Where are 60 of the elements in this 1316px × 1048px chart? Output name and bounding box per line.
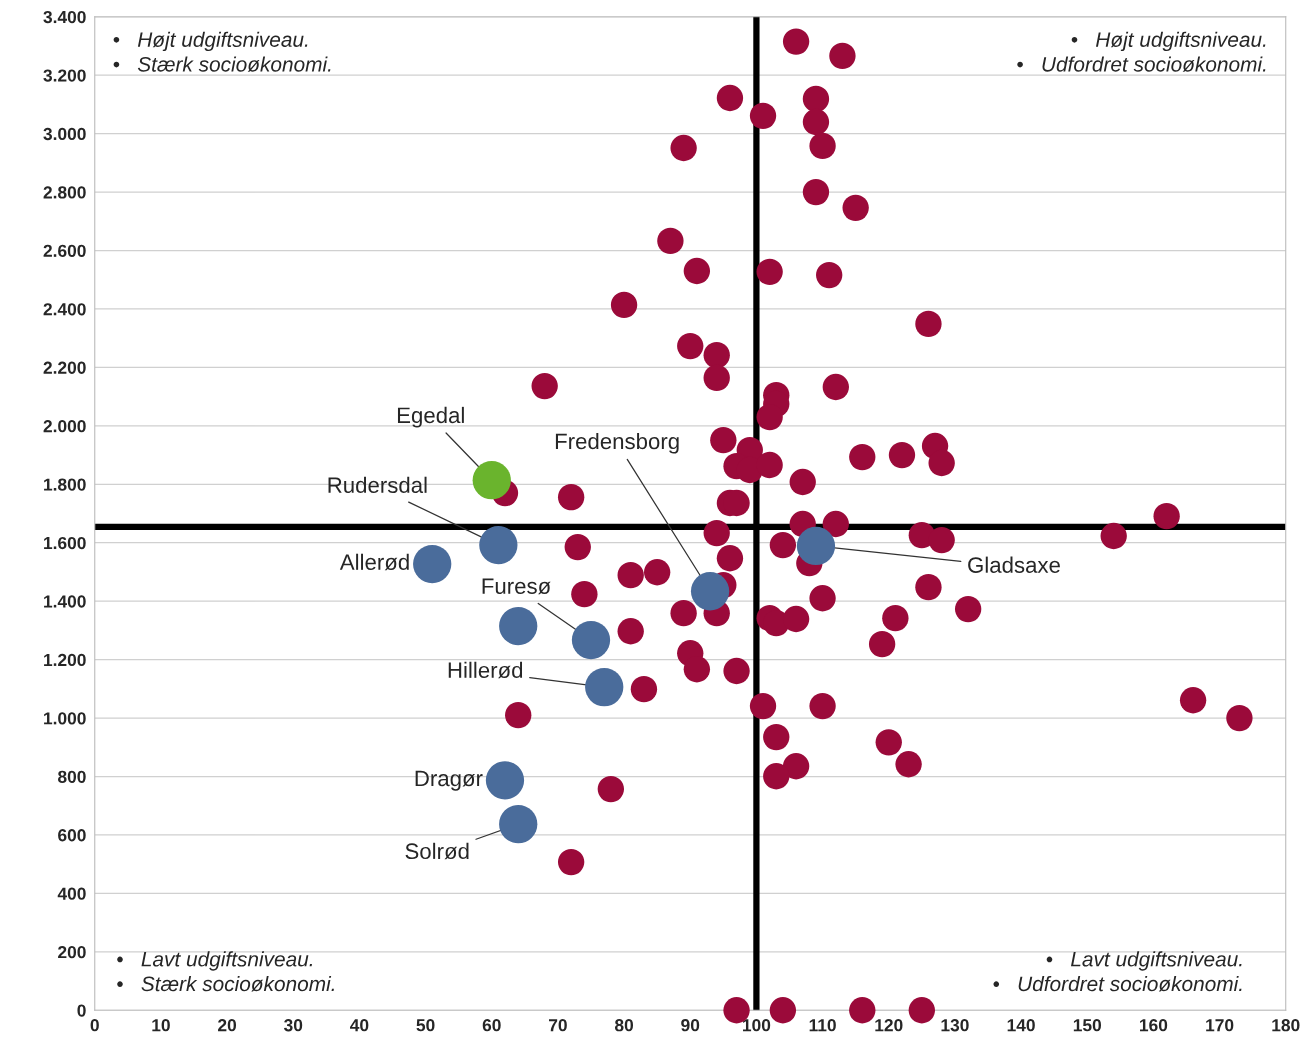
x-tick-label: 50 (416, 1019, 435, 1032)
x-tick-label: 160 (1140, 1019, 1168, 1032)
y-tick-label: 2.000 (43, 420, 86, 433)
y-tick-label: 800 (58, 770, 86, 783)
y-tick-label: 1.600 (44, 536, 86, 550)
x-tick-label: 20 (218, 1019, 237, 1032)
y-tick-label: 3.000 (43, 127, 86, 141)
annotation: • Lavt udgiftsniveau. • Udfordret socioøkonomi. (993, 951, 1242, 992)
x-tick-label: 0 (90, 1019, 99, 1032)
x-tick-label: 80 (614, 1019, 634, 1032)
y-tick-label: 1.800 (44, 478, 86, 491)
annotation: Hillerød (448, 661, 523, 679)
point (796, 526, 836, 566)
x-tick-label: 150 (1073, 1019, 1102, 1032)
point (479, 525, 518, 565)
x-tick-label: 140 (1007, 1019, 1035, 1032)
annotation: Rudersdal (328, 476, 427, 494)
annotation: Fredensborg (555, 432, 679, 454)
point (499, 804, 538, 844)
x-tick-label: 100 (743, 1019, 771, 1032)
point (571, 620, 611, 660)
y-tick-label: 600 (58, 829, 86, 842)
annotation: Gladsaxe (968, 556, 1060, 573)
point (585, 667, 624, 707)
annotation: Furesø (482, 578, 551, 595)
y-tick-label: 400 (57, 887, 86, 900)
y-tick-label: 1.200 (44, 653, 86, 667)
point (690, 572, 730, 611)
y-tick-label: 3.400 (43, 10, 86, 24)
x-tick-label: 120 (875, 1019, 903, 1032)
point (472, 461, 511, 500)
y-tick-label: 2.800 (43, 186, 86, 199)
x-tick-label: 70 (549, 1019, 567, 1032)
point (499, 606, 538, 646)
y-tick-label: 1.400 (44, 595, 86, 608)
point (485, 761, 525, 800)
x-tick-label: 170 (1206, 1019, 1234, 1032)
y-tick-label: 3.200 (43, 69, 86, 82)
annotation: Allerød (339, 553, 409, 571)
x-tick-label: 60 (482, 1019, 501, 1032)
annotation: • Højt udgiftsniveau. • Udfordret socioøkonomi. (1017, 31, 1266, 72)
y-tick-label: 0 (77, 1004, 86, 1017)
x-tick-label: 130 (941, 1019, 969, 1032)
x-tick-label: 10 (152, 1019, 170, 1032)
annotation: Solrød (405, 842, 469, 860)
y-tick-label: 200 (58, 946, 86, 959)
x-tick-label: 90 (681, 1019, 700, 1032)
x-tick-label: 40 (350, 1019, 369, 1032)
y-tick-label: 2.200 (43, 361, 86, 374)
y-tick-label: 1.000 (44, 712, 86, 725)
y-tick-label: 2.600 (43, 244, 86, 257)
x-tick-label: 30 (283, 1019, 303, 1032)
annotation: • Højt udgiftsniveau. • Stærk socioøkonomi. (113, 31, 331, 72)
x-tick-label: 180 (1272, 1019, 1300, 1032)
annotation: Dragør (415, 770, 483, 791)
annotation: Egedal (397, 406, 464, 428)
x-tick-label: 110 (809, 1019, 836, 1032)
y-tick-label: 2.400 (43, 303, 86, 316)
annotation: • Lavt udgiftsniveau. • Stærk socioøkonomi. (117, 951, 334, 992)
point (413, 544, 452, 584)
